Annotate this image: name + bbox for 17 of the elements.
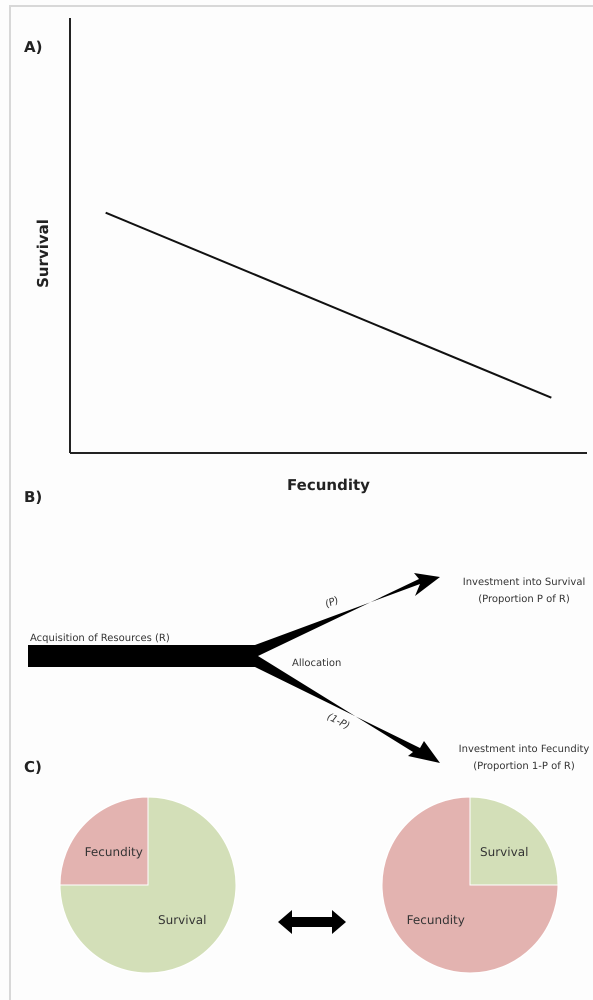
text: Acquisition of Resources (R) (30, 633, 170, 644)
text: Investment into Fecundity (Proportion 1-P of R) (458, 744, 590, 772)
slice-label: Fecundity (84, 844, 143, 859)
text: Allocation (292, 658, 342, 669)
text: B) (24, 488, 42, 506)
chart-title: C) (24, 758, 42, 776)
pie-slice (60, 796, 236, 974)
slice-label: Survival (158, 913, 206, 928)
text: Investment into Survival (Proportion P of R) (462, 577, 586, 605)
text: (1-P) (325, 711, 352, 732)
y-axis-title: Survival (34, 219, 52, 288)
text: (P) (324, 594, 341, 610)
x-axis-title: Fecundity (287, 476, 370, 494)
pie-slice (382, 796, 558, 974)
slice-label: Survival (480, 844, 528, 859)
chart-title: A) (24, 38, 42, 56)
slice-label: Fecundity (406, 913, 465, 928)
